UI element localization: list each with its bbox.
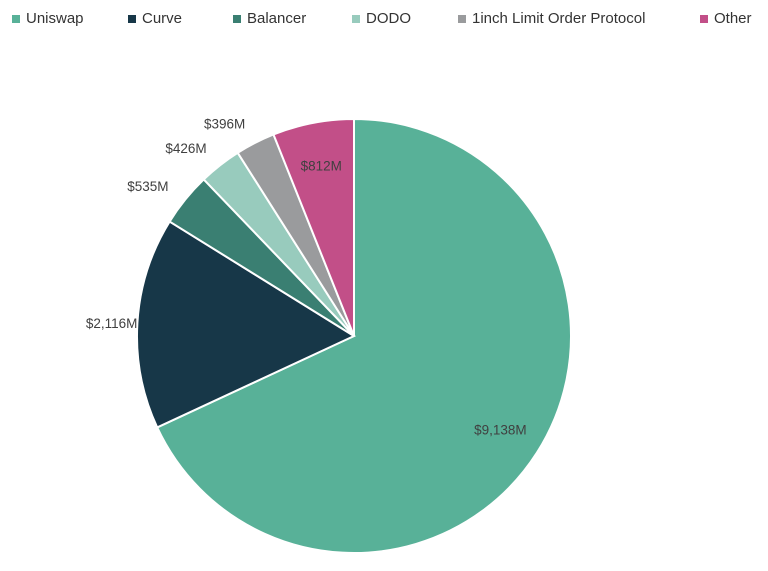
data-label-uniswap: $9,138M [474,422,527,437]
legend-item-curve: Curve [128,10,182,27]
legend-item-dodo: DODO [352,10,411,27]
legend-item-other: Other [700,10,752,27]
legend-swatch-curve [128,14,136,23]
legend-swatch-balancer [233,14,241,23]
legend-label-dodo: DODO [366,10,411,27]
chart-legend: Uniswap Curve Balancer DODO 1inch Limit … [0,10,768,32]
legend-label-curve: Curve [142,10,183,27]
legend-item-1inch-limit-order-protocol: 1inch Limit Order Protocol [458,10,645,27]
data-label-1inch-limit-order-protocol: $396M [204,116,245,131]
pie-labels: $9,138M $2,116M $535M $426M $396M $812M [86,116,527,437]
pie-slices [136,117,572,554]
legend-label-other: Other [714,10,752,27]
legend-item-uniswap: Uniswap [12,10,84,27]
pie-slice-uniswap [155,117,572,554]
legend-swatch-uniswap [12,14,20,23]
legend-swatch-other [700,14,708,23]
legend-swatch-dodo [352,14,360,23]
legend-label-uniswap: Uniswap [26,10,84,27]
legend-label-balancer: Balancer [247,10,307,27]
legend-item-balancer: Balancer [233,10,306,27]
data-label-curve: $2,116M [86,316,138,331]
legend-swatch-1inch-limit-order-protocol [458,14,466,23]
data-label-dodo: $426M [165,141,206,156]
legend-label-1inch-limit-order-protocol: 1inch Limit Order Protocol [472,10,646,27]
data-label-other: $812M [301,159,342,174]
data-label-balancer: $535M [127,179,168,194]
pie-slice-curve [136,220,357,429]
pie-slice-other [272,117,355,337]
